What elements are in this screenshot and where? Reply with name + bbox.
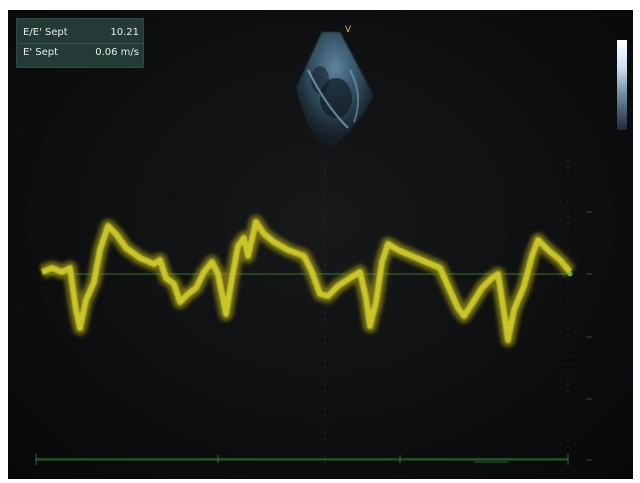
grayscale-bar: [617, 40, 627, 130]
v-marker-icon: V: [345, 25, 352, 35]
time-scale-strip: [35, 454, 569, 465]
measurement-value: 10.21: [110, 27, 139, 38]
ultrasound-display: E/E' Sept 10.21 E' Sept 0.06 m/s V: [8, 10, 633, 479]
measurement-label: E/E' Sept: [23, 27, 68, 38]
echo-sector-thumbnail: [296, 32, 374, 150]
measurement-value: 0.06 m/s: [95, 47, 139, 58]
measurement-panel: E/E' Sept 10.21 E' Sept 0.06 m/s: [16, 18, 144, 68]
measurement-row-e-prime-sept: E' Sept 0.06 m/s: [23, 44, 141, 62]
measurement-row-e-e-sept: E/E' Sept 10.21: [19, 24, 143, 44]
measurement-label: E' Sept: [23, 47, 59, 58]
tissue-doppler-waveform: [39, 215, 576, 347]
doppler-graphics: V: [35, 25, 592, 465]
velocity-scale: [567, 160, 592, 465]
